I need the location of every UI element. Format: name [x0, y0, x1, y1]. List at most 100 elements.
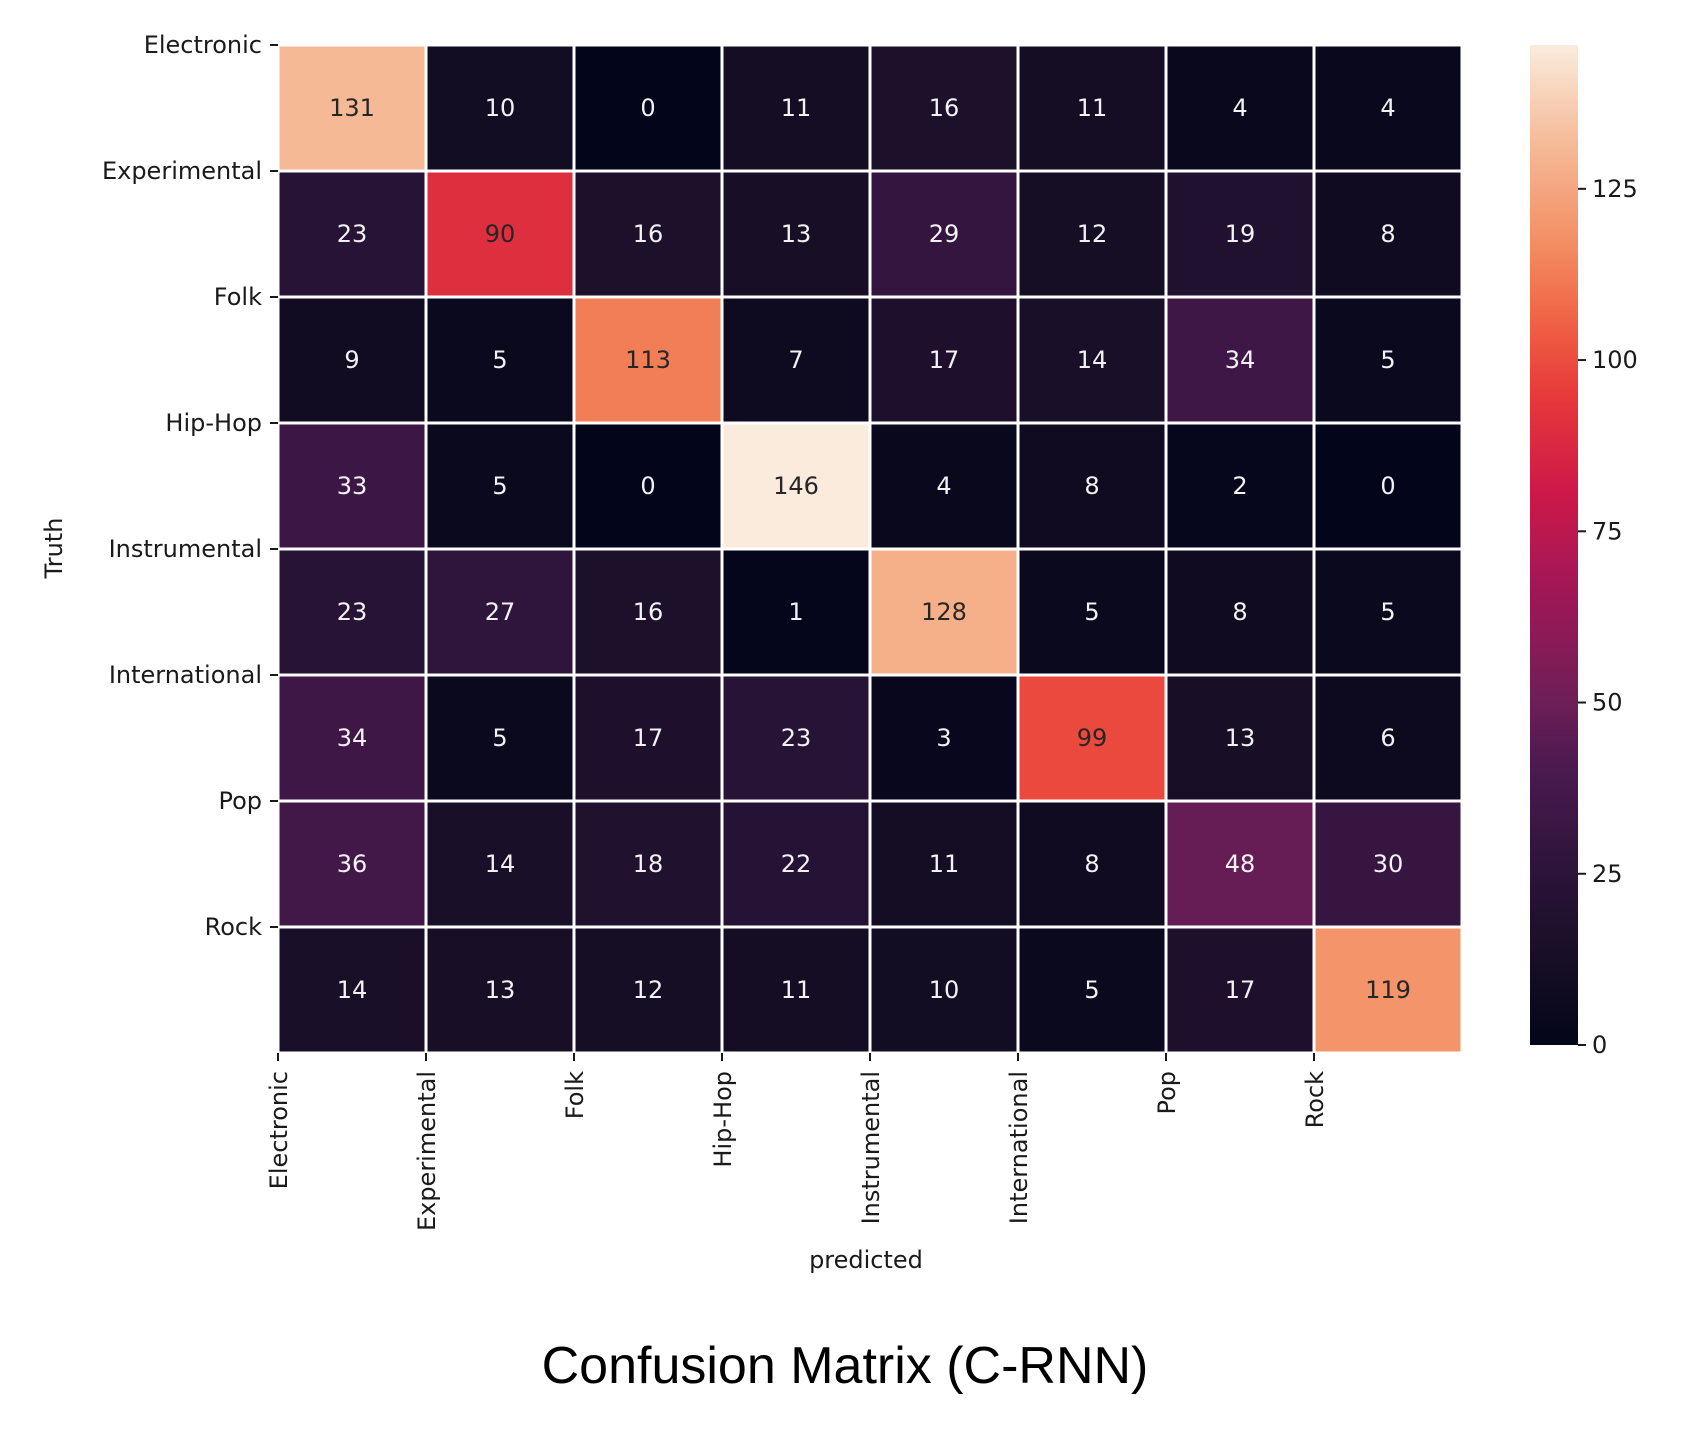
cell-value-label: 14 — [337, 976, 368, 1004]
cell-value-label: 29 — [929, 220, 960, 248]
cell-value-label: 0 — [1380, 472, 1395, 500]
cell-value-label: 11 — [781, 94, 812, 122]
y-tick-label: Hip-Hop — [165, 409, 262, 437]
heatmap-cell — [1016, 169, 1168, 299]
colorbar-tick-label: 100 — [1592, 346, 1638, 374]
y-axis-ticks: Electronic Experimental Folk Hip-Hop Instrum… — [102, 31, 278, 941]
x-tick-label: Pop — [1153, 1071, 1181, 1115]
y-axis-label: Truth — [40, 518, 68, 580]
heatmap-cell — [868, 673, 1020, 803]
cell-value-label: 34 — [1225, 346, 1256, 374]
cell-value-label: 14 — [485, 850, 516, 878]
cell-value-label: 5 — [1380, 346, 1395, 374]
heatmap-cell — [720, 421, 872, 551]
cell-value-label: 11 — [929, 850, 960, 878]
heatmap-cell — [720, 925, 872, 1055]
cell-value-label: 11 — [1077, 94, 1108, 122]
heatmap-cell — [1312, 43, 1464, 173]
cell-value-label: 12 — [1077, 220, 1108, 248]
heatmap-cell — [572, 673, 724, 803]
heatmap-cell — [1312, 673, 1464, 803]
chart-caption: Confusion Matrix (C-RNN) — [542, 1337, 1149, 1395]
heatmap-cell — [424, 295, 576, 425]
heatmap-cell — [572, 421, 724, 551]
cell-value-label: 16 — [929, 94, 960, 122]
y-tick-label: Rock — [205, 913, 262, 941]
cell-value-label: 13 — [781, 220, 812, 248]
cell-value-label: 9 — [344, 346, 359, 374]
heatmap-cell — [1164, 799, 1316, 929]
cell-value-label: 33 — [337, 472, 368, 500]
cell-value-label: 99 — [1077, 724, 1108, 752]
cell-value-label: 6 — [1380, 724, 1395, 752]
cell-value-label: 7 — [788, 346, 803, 374]
cell-value-label: 131 — [329, 94, 375, 122]
x-tick-label: Instrumental — [857, 1071, 885, 1224]
cell-value-label: 22 — [781, 850, 812, 878]
heatmap-cell — [1164, 547, 1316, 677]
cell-value-label: 5 — [1380, 598, 1395, 626]
cell-value-label: 14 — [1077, 346, 1108, 374]
cell-value-label: 5 — [1084, 976, 1099, 1004]
heatmap-cell — [276, 43, 428, 173]
cell-value-label: 19 — [1225, 220, 1256, 248]
colorbar-ticks: 0 25 50 75 100 125 — [1578, 175, 1638, 1059]
heatmap-cell — [1164, 421, 1316, 551]
heatmap-cell — [868, 547, 1020, 677]
cell-value-label: 12 — [633, 976, 664, 1004]
cell-value-label: 18 — [633, 850, 664, 878]
heatmap-cell — [1312, 295, 1464, 425]
heatmap-cell — [572, 799, 724, 929]
colorbar-tick-label: 75 — [1592, 517, 1623, 545]
heatmap-cell — [424, 673, 576, 803]
heatmap-cell — [572, 295, 724, 425]
y-tick-label: International — [109, 661, 262, 689]
heatmap-cell — [868, 295, 1020, 425]
cell-value-label: 90 — [485, 220, 516, 248]
cell-value-label: 23 — [337, 598, 368, 626]
cell-value-label: 11 — [781, 976, 812, 1004]
cell-value-label: 3 — [936, 724, 951, 752]
heatmap-cell — [868, 925, 1020, 1055]
cell-value-label: 30 — [1373, 850, 1404, 878]
cell-value-label: 128 — [921, 598, 967, 626]
heatmap-cell — [1016, 799, 1168, 929]
cell-value-label: 17 — [929, 346, 960, 374]
cell-value-label: 8 — [1084, 472, 1099, 500]
heatmap-cell — [424, 43, 576, 173]
colorbar-tick-label: 25 — [1592, 860, 1623, 888]
colorbar-tick-label: 0 — [1592, 1031, 1607, 1059]
colorbar-tick-label: 125 — [1592, 175, 1638, 203]
cell-value-label: 113 — [625, 346, 671, 374]
heatmap-cell — [424, 169, 576, 299]
cell-value-label: 27 — [485, 598, 516, 626]
cell-value-label: 5 — [492, 472, 507, 500]
cell-value-label: 8 — [1232, 598, 1247, 626]
heatmap-cell — [1312, 799, 1464, 929]
cell-value-label: 48 — [1225, 850, 1256, 878]
y-tick-label: Instrumental — [109, 535, 262, 563]
heatmap-cell — [1164, 295, 1316, 425]
heatmap-cell — [1312, 547, 1464, 677]
y-tick-label: Pop — [218, 787, 262, 815]
x-tick-label: Experimental — [413, 1071, 441, 1231]
heatmap-cell — [1164, 673, 1316, 803]
cell-value-label: 0 — [640, 472, 655, 500]
cell-value-label: 146 — [773, 472, 819, 500]
cell-value-label: 8 — [1380, 220, 1395, 248]
colorbar — [1530, 45, 1578, 1045]
cell-value-label: 17 — [633, 724, 664, 752]
cell-value-label: 23 — [337, 220, 368, 248]
cell-value-label: 0 — [640, 94, 655, 122]
heatmap-cell — [572, 925, 724, 1055]
heatmap-cell — [1016, 43, 1168, 173]
x-tick-label: Rock — [1301, 1071, 1329, 1128]
heatmap-cell — [1016, 925, 1168, 1055]
y-tick-label: Folk — [214, 283, 262, 311]
cell-value-label: 23 — [781, 724, 812, 752]
heatmap-cell — [1016, 295, 1168, 425]
cell-value-label: 5 — [492, 724, 507, 752]
cell-value-label: 36 — [337, 850, 368, 878]
x-tick-label: International — [1005, 1071, 1033, 1224]
